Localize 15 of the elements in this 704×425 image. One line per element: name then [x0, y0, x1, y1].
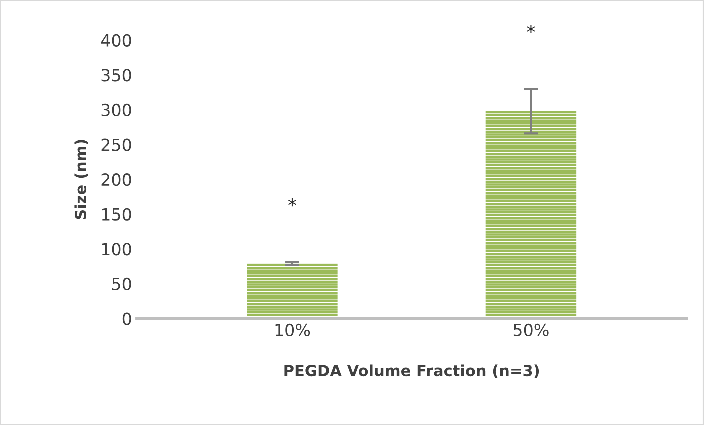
y-tick-label: 250 — [102, 138, 132, 152]
y-tick-label: 350 — [102, 69, 132, 82]
y-tick-label: 150 — [102, 208, 132, 221]
y-axis-title: Size (nm) — [74, 140, 88, 220]
annotation: * — [288, 198, 296, 207]
y-tick-label: 400 — [101, 34, 132, 47]
x-tick-label: 50% — [514, 324, 549, 337]
y-tick-label: 100 — [102, 243, 132, 256]
y-tick-label: 200 — [102, 174, 132, 186]
y-tick-label: 50 — [112, 278, 132, 291]
text: * — [527, 25, 536, 34]
y-tick-label: 0 — [122, 312, 132, 326]
x-axis-title: PEGDA Volume Fraction (n=3) — [284, 364, 540, 378]
x-tick-label: 10% — [276, 324, 310, 337]
y-tick-label: 300 — [102, 104, 132, 117]
